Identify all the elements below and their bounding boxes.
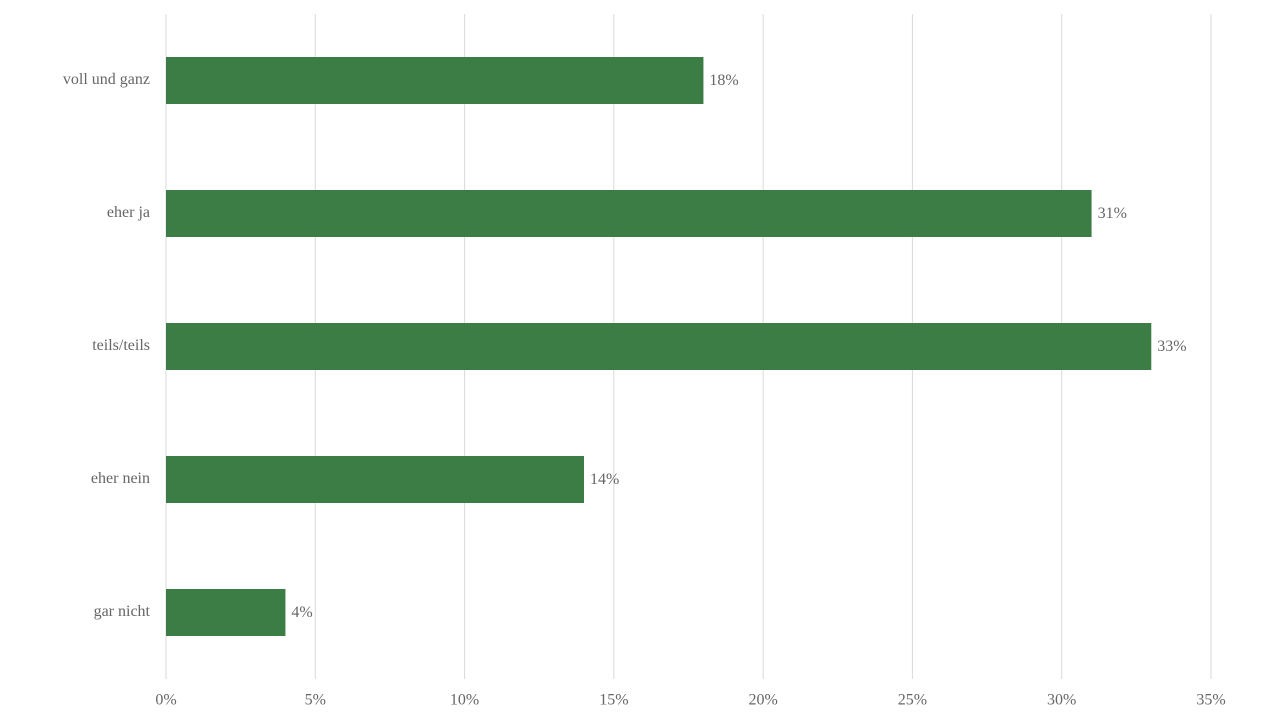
x-tick-label: 35%: [1196, 692, 1225, 709]
bar: [166, 456, 584, 503]
x-tick-label: 25%: [898, 692, 927, 709]
y-tick-label: eher ja: [107, 204, 150, 221]
y-tick-label: eher nein: [91, 470, 150, 487]
y-tick-label: voll und ganz: [63, 71, 150, 88]
bar: [166, 589, 286, 636]
value-label: 18%: [709, 72, 738, 89]
bar: [166, 57, 704, 104]
x-tick-label: 10%: [450, 692, 479, 709]
bar: [166, 323, 1152, 370]
value-label: 4%: [291, 604, 312, 621]
x-tick-label: 15%: [599, 692, 628, 709]
y-tick-label: gar nicht: [94, 603, 151, 620]
value-label: 31%: [1098, 205, 1127, 222]
y-tick-label: teils/teils: [92, 337, 150, 354]
value-label: 33%: [1157, 338, 1186, 355]
x-tick-label: 0%: [155, 692, 176, 709]
value-label: 14%: [590, 471, 619, 488]
x-tick-label: 5%: [305, 692, 326, 709]
x-tick-label: 20%: [748, 692, 777, 709]
bar: [166, 190, 1092, 237]
x-tick-label: 30%: [1047, 692, 1076, 709]
